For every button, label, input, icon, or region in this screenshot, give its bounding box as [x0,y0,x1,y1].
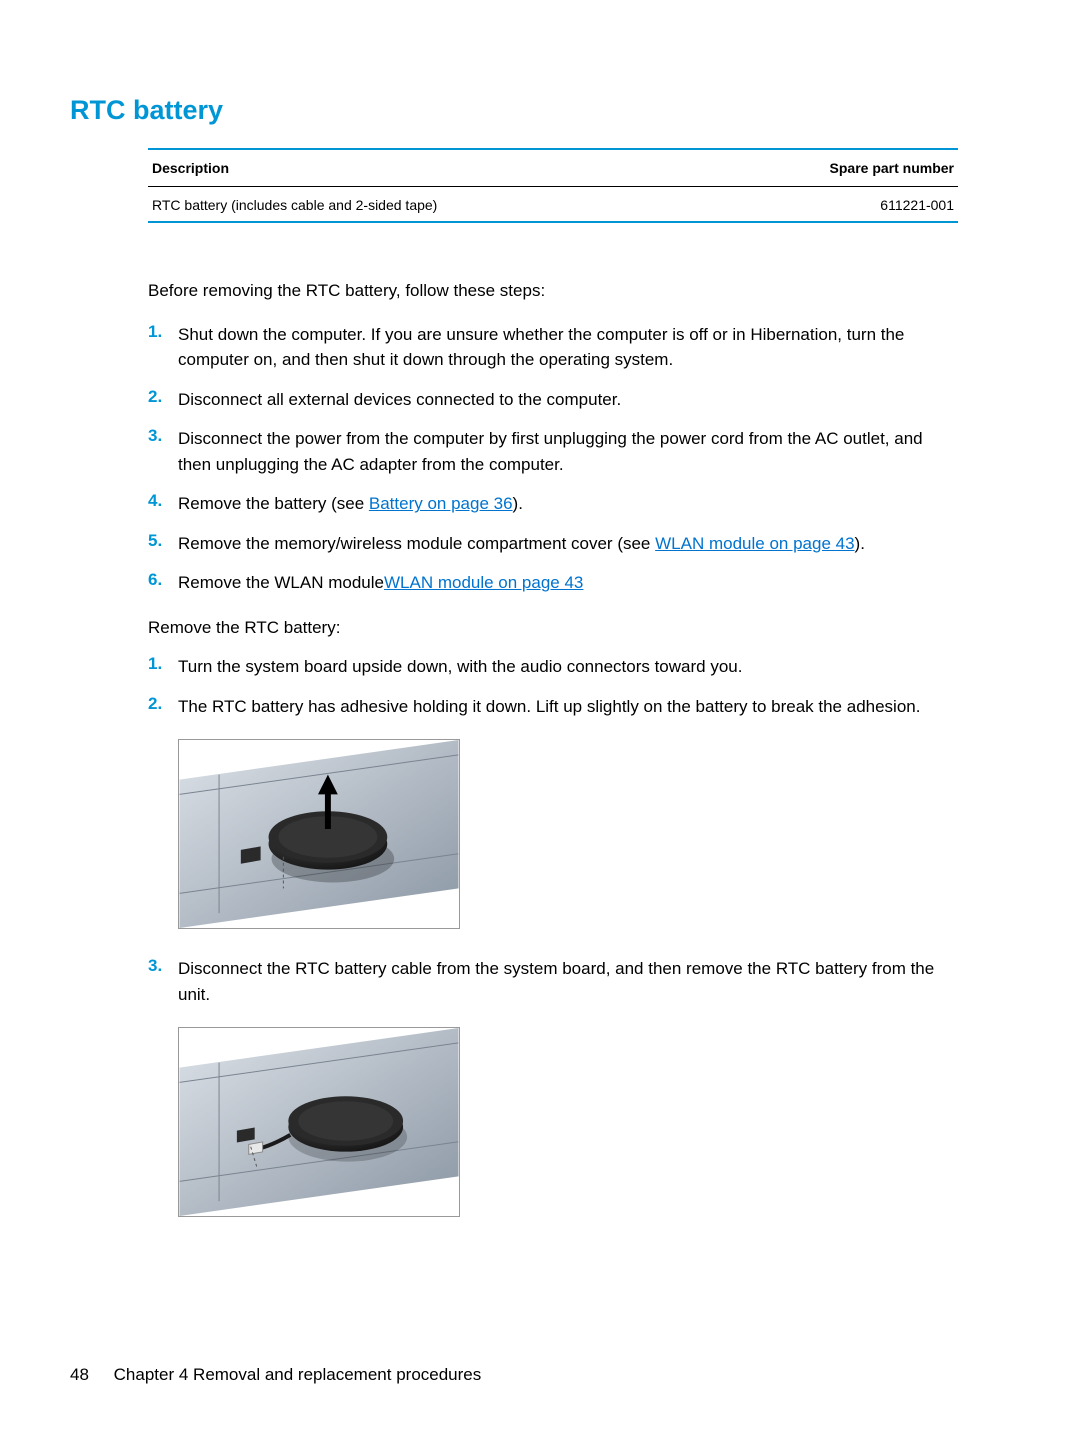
rtc-battery-disconnect-figure [178,1027,460,1217]
remove-intro: Remove the RTC battery: [148,616,958,641]
spare-parts-table: Description Spare part number RTC batter… [148,148,958,223]
list-item: 2. The RTC battery has adhesive holding … [148,694,958,720]
text-segment: Remove the battery (see [178,494,369,513]
step-text: Remove the memory/wireless module compar… [178,531,958,557]
list-item: 5. Remove the memory/wireless module com… [148,531,958,557]
step-number: 3. [148,426,178,446]
figure-1-container [178,739,958,934]
step-text: Disconnect all external devices connecte… [178,387,958,413]
text-segment: Remove the memory/wireless module compar… [178,534,655,553]
text-segment: ). [855,534,865,553]
step-number: 2. [148,387,178,407]
step-number: 6. [148,570,178,590]
step-number: 1. [148,654,178,674]
chapter-title: Chapter 4 Removal and replacement proced… [114,1365,482,1384]
page-footer: 48 Chapter 4 Removal and replacement pro… [70,1365,481,1385]
step-text: The RTC battery has adhesive holding it … [178,694,958,720]
list-item: 4. Remove the battery (see Battery on pa… [148,491,958,517]
cell-description: RTC battery (includes cable and 2-sided … [148,187,706,223]
cell-part-number: 611221-001 [706,187,958,223]
step-number: 5. [148,531,178,551]
col-part-number: Spare part number [706,149,958,187]
rtc-battery-lift-figure [178,739,460,929]
remove-steps-list-cont: 3. Disconnect the RTC battery cable from… [148,956,958,1007]
list-item: 3. Disconnect the power from the compute… [148,426,958,477]
col-description: Description [148,149,706,187]
list-item: 3. Disconnect the RTC battery cable from… [148,956,958,1007]
step-text: Disconnect the RTC battery cable from th… [178,956,958,1007]
prep-steps-list: 1. Shut down the computer. If you are un… [148,322,958,596]
list-item: 6. Remove the WLAN moduleWLAN module on … [148,570,958,596]
step-text: Remove the WLAN moduleWLAN module on pag… [178,570,958,596]
list-item: 1. Shut down the computer. If you are un… [148,322,958,373]
text-segment: Remove the WLAN module [178,573,384,592]
wlan-link[interactable]: WLAN module on page 43 [655,534,854,553]
battery-link[interactable]: Battery on page 36 [369,494,513,513]
step-number: 4. [148,491,178,511]
step-number: 2. [148,694,178,714]
list-item: 2. Disconnect all external devices conne… [148,387,958,413]
page-number: 48 [70,1365,89,1384]
wlan-link[interactable]: WLAN module on page 43 [384,573,583,592]
step-text: Turn the system board upside down, with … [178,654,958,680]
step-text: Disconnect the power from the computer b… [178,426,958,477]
step-text: Shut down the computer. If you are unsur… [178,322,958,373]
section-title: RTC battery [70,95,1010,126]
step-text: Remove the battery (see Battery on page … [178,491,958,517]
step-number: 1. [148,322,178,342]
figure-2-container [178,1027,958,1222]
list-item: 1. Turn the system board upside down, wi… [148,654,958,680]
text-segment: ). [513,494,523,513]
step-number: 3. [148,956,178,976]
table-row: RTC battery (includes cable and 2-sided … [148,187,958,223]
intro-paragraph: Before removing the RTC battery, follow … [148,279,958,304]
remove-steps-list: 1. Turn the system board upside down, wi… [148,654,958,719]
table-header-row: Description Spare part number [148,149,958,187]
